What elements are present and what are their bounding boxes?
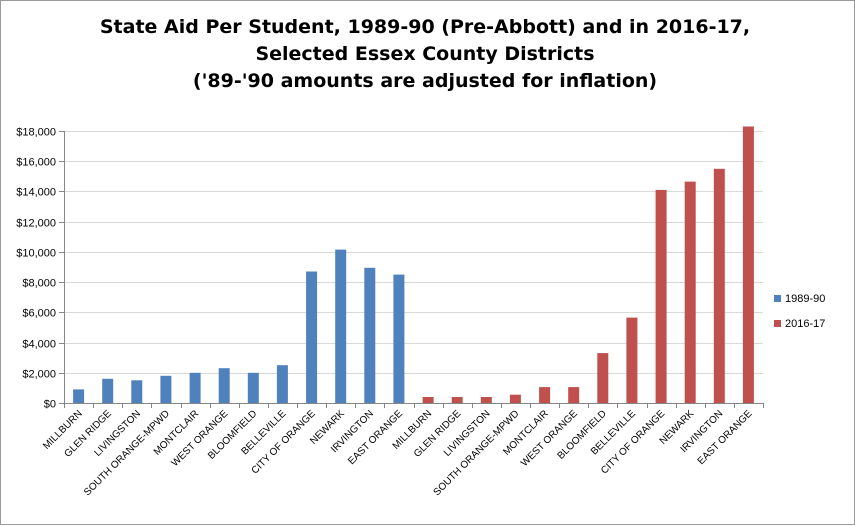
legend-swatch-1989-90 [774, 295, 781, 302]
bar-1989-90-livingston [131, 380, 143, 403]
bar-1989-90-glen-ridge [102, 378, 114, 403]
y-tick-label: $10,000 [16, 248, 56, 260]
bar-1989-90-montclair [189, 372, 201, 403]
y-tick-label: $12,000 [16, 218, 56, 230]
bar-1989-90-irvington [364, 267, 376, 403]
bar-1989-90-west-orange [218, 368, 230, 403]
y-tick-label: $16,000 [16, 157, 56, 169]
y-tick-label: $8,000 [22, 278, 56, 290]
chart-title-line-3: ('89-'90 amounts are adjusted for inflat… [193, 70, 657, 92]
plot-area: $0 $2,000 $4,000 $6,000 $8,000 $10,000 $12,000… [16, 126, 764, 498]
y-tick-label: $2,000 [22, 369, 56, 381]
bar-2016-17-millburn [422, 397, 434, 403]
legend: 1989-90 2016-17 [774, 293, 825, 330]
bar-2016-17-east-orange [742, 126, 754, 403]
x-category-label: EAST ORANGE [696, 408, 755, 467]
chart-title-line-2: Selected Essex County Districts [255, 43, 594, 65]
bar-1989-90-city-of-orange [306, 271, 318, 403]
bar-1989-90-bloomfield [247, 372, 259, 403]
bar-2016-17-south-orange-mpwd [509, 394, 521, 403]
bar-2016-17-west-orange [568, 387, 580, 403]
y-tick-label: $6,000 [22, 308, 56, 320]
bar-1989-90-belleville [276, 365, 288, 403]
y-tick-label: $18,000 [16, 127, 56, 139]
bar-2016-17-belleville [626, 317, 638, 403]
legend-label-1989-90: 1989-90 [785, 293, 825, 305]
y-tick-label: $14,000 [16, 187, 56, 199]
chart-title-line-1: State Aid Per Student, 1989-90 (Pre-Abbo… [100, 16, 750, 38]
bar-1989-90-millburn [73, 389, 85, 403]
bar-2016-17-irvington [713, 168, 725, 403]
bar-1989-90-south-orange-mpwd [160, 375, 172, 403]
bar-2016-17-livingston [480, 397, 492, 403]
legend-label-2016-17: 2016-17 [785, 318, 825, 330]
legend-swatch-2016-17 [774, 320, 781, 327]
bar-2016-17-newark [684, 181, 696, 403]
bar-2016-17-montclair [539, 387, 551, 403]
bar-2016-17-city-of-orange [655, 189, 667, 403]
bar-1989-90-east-orange [393, 274, 405, 403]
y-tick-label: $4,000 [22, 339, 56, 351]
y-tick-label: $0 [44, 399, 56, 411]
bar-1989-90-newark [335, 249, 347, 403]
bar-2016-17-bloomfield [597, 353, 609, 403]
bar-2016-17-glen-ridge [451, 397, 463, 403]
